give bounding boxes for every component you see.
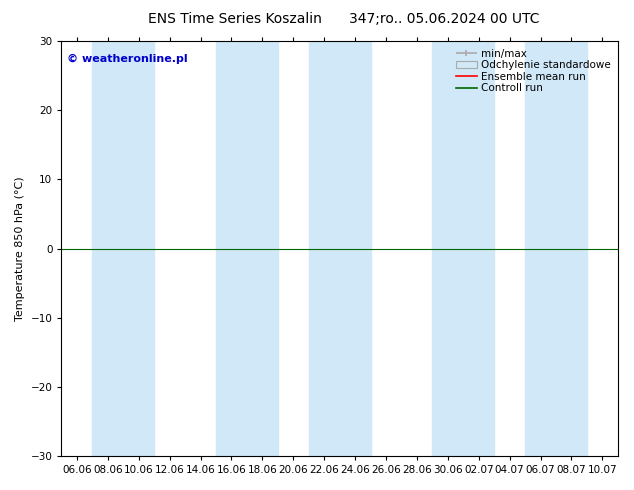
Bar — [525, 41, 587, 456]
Text: © weatheronline.pl: © weatheronline.pl — [67, 54, 188, 64]
Bar — [432, 41, 494, 456]
Bar — [309, 41, 370, 456]
Bar — [216, 41, 278, 456]
Legend: min/max, Odchylenie standardowe, Ensemble mean run, Controll run: min/max, Odchylenie standardowe, Ensembl… — [454, 47, 612, 95]
Text: 347;ro.. 05.06.2024 00 UTC: 347;ro.. 05.06.2024 00 UTC — [349, 12, 539, 26]
Bar — [93, 41, 154, 456]
Y-axis label: Temperature 850 hPa (°C): Temperature 850 hPa (°C) — [15, 176, 25, 321]
Text: ENS Time Series Koszalin: ENS Time Series Koszalin — [148, 12, 321, 26]
